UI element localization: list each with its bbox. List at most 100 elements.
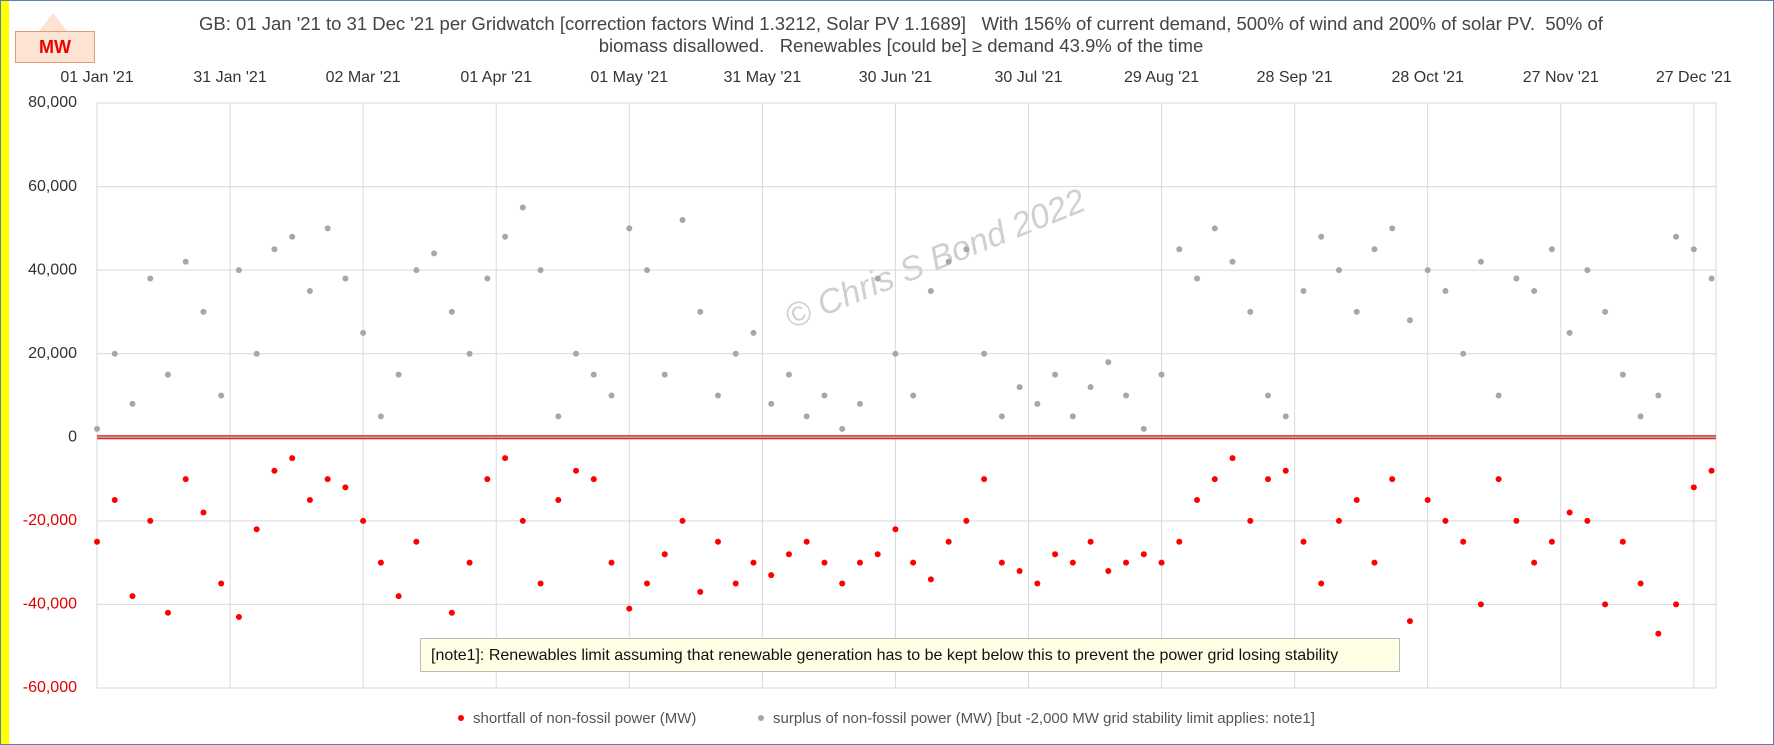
point (910, 559, 917, 566)
point (253, 350, 260, 357)
point (147, 275, 154, 282)
point (1052, 551, 1059, 558)
point (1477, 258, 1484, 265)
point (1584, 267, 1591, 274)
point (785, 371, 792, 378)
x-tick-label: 30 Jul '21 (994, 69, 1062, 86)
point (1531, 559, 1538, 566)
point (1105, 359, 1112, 366)
point (1265, 392, 1272, 399)
point (1052, 371, 1059, 378)
note: [note1]: Renewables limit assuming that … (420, 638, 1400, 672)
point (1335, 517, 1342, 524)
point (271, 467, 278, 474)
point (1673, 601, 1680, 608)
point (1548, 538, 1555, 545)
point (253, 526, 260, 533)
point (147, 517, 154, 524)
legend-label: shortfall of non-fossil power (MW) (473, 710, 696, 727)
point (360, 329, 367, 336)
unit-label: MW (15, 31, 95, 63)
point (1548, 246, 1555, 253)
point (519, 517, 526, 524)
point (1655, 392, 1662, 399)
point (1477, 601, 1484, 608)
point (626, 225, 633, 232)
y-tick-label: -20,000 (23, 512, 77, 529)
point (821, 559, 828, 566)
legend-label: surplus of non-fossil power (MW) [but -2… (773, 710, 1315, 727)
point (1335, 267, 1342, 274)
point (1673, 233, 1680, 240)
point (395, 593, 402, 600)
x-tick-label: 29 Aug '21 (1124, 69, 1199, 86)
point (839, 425, 846, 432)
point (1424, 496, 1431, 503)
point (839, 580, 846, 587)
point (502, 455, 509, 462)
point (1318, 233, 1325, 240)
point (661, 551, 668, 558)
point (1690, 484, 1697, 491)
point (963, 517, 970, 524)
point (856, 400, 863, 407)
y-tick-label: 20,000 (28, 345, 77, 362)
point (1123, 559, 1130, 566)
point (892, 526, 899, 533)
point (998, 413, 1005, 420)
point (555, 496, 562, 503)
point (289, 455, 296, 462)
point (1389, 476, 1396, 483)
x-tick-label: 02 Mar '21 (326, 69, 401, 86)
point (502, 233, 509, 240)
point (927, 576, 934, 583)
point (271, 246, 278, 253)
point (927, 288, 934, 295)
point (182, 476, 189, 483)
point (484, 476, 491, 483)
point (1637, 413, 1644, 420)
point (1424, 267, 1431, 274)
x-tick-label: 27 Dec '21 (1656, 69, 1732, 86)
point (360, 517, 367, 524)
point (732, 350, 739, 357)
point (1087, 384, 1094, 391)
point (856, 559, 863, 566)
y-tick-label: 0 (68, 429, 77, 446)
point (803, 538, 810, 545)
point (1495, 392, 1502, 399)
point (94, 538, 100, 545)
point (1176, 246, 1183, 253)
point (342, 275, 349, 282)
point (1034, 400, 1041, 407)
point (1158, 371, 1165, 378)
point (573, 350, 580, 357)
point (679, 217, 686, 223)
point (768, 572, 775, 579)
point (1655, 630, 1662, 637)
plot-area (96, 102, 1717, 689)
point (981, 476, 988, 483)
point (608, 559, 615, 566)
point (1229, 258, 1236, 265)
point (1282, 413, 1289, 420)
y-tick-label: -40,000 (23, 596, 77, 613)
point (306, 496, 313, 503)
point (466, 350, 473, 357)
point (1140, 551, 1147, 558)
point (714, 392, 721, 399)
point (785, 551, 792, 558)
point (750, 329, 757, 336)
point (945, 538, 952, 545)
point (590, 476, 597, 483)
point (1353, 308, 1360, 315)
point (1105, 568, 1112, 574)
point (1034, 580, 1041, 587)
point (1460, 350, 1467, 357)
point (1087, 538, 1094, 545)
point (1406, 618, 1413, 625)
point (1619, 371, 1626, 378)
point (1123, 392, 1130, 399)
point (182, 258, 189, 265)
point (608, 392, 615, 399)
